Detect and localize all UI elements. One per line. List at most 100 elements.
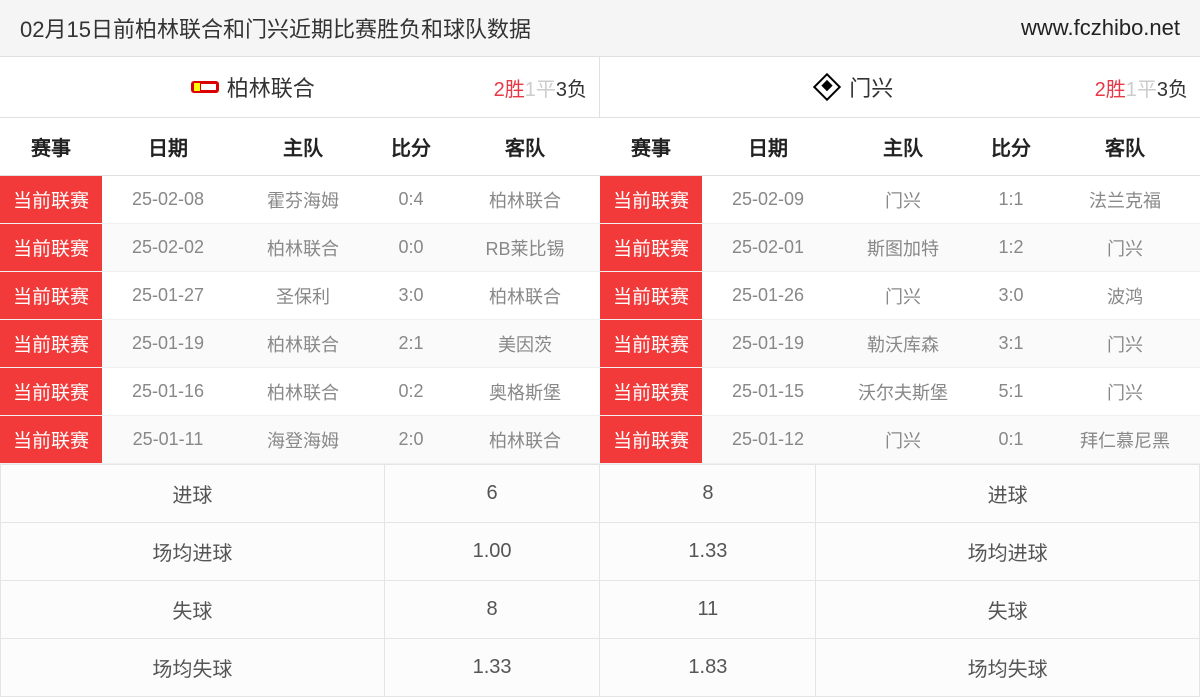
match-date: 25-01-11 [102,416,234,464]
col-home: 主队 [234,118,372,176]
stats-label-left: 场均进球 [1,523,385,581]
league-tag: 当前联赛 [0,272,102,319]
match-away: 柏林联合 [450,416,600,464]
stats-value-right: 1.33 [600,523,816,581]
col-away: 客队 [1050,118,1200,176]
match-away: 门兴 [1050,368,1200,416]
league-tag: 当前联赛 [0,176,102,223]
match-row: 当前联赛25-01-26门兴3:0波鸿 [600,272,1200,320]
match-date: 25-02-09 [702,176,834,224]
match-home: 斯图加特 [834,224,972,272]
match-score: 0:2 [372,368,450,416]
stats-value-left: 8 [384,581,600,639]
team-panel-left: 柏林联合 2胜1平3负 赛事 日期 主队 比分 客队 当前联赛25-02-08霍… [0,57,600,464]
league-tag: 当前联赛 [600,368,702,415]
match-away: 拜仁慕尼黑 [1050,416,1200,464]
match-away: 门兴 [1050,224,1200,272]
match-score: 2:1 [372,320,450,368]
match-header-row: 赛事 日期 主队 比分 客队 [0,118,600,176]
match-score: 3:0 [972,272,1050,320]
col-league: 赛事 [600,118,702,176]
team-header-right: 门兴 2胜1平3负 [600,57,1200,118]
match-home: 门兴 [834,272,972,320]
match-home: 沃尔夫斯堡 [834,368,972,416]
stats-row: 进球68进球 [1,465,1200,523]
match-row: 当前联赛25-01-12门兴0:1拜仁慕尼黑 [600,416,1200,464]
stats-label-right: 场均进球 [816,523,1200,581]
match-row: 当前联赛25-01-19勒沃库森3:1门兴 [600,320,1200,368]
stats-value-left: 1.33 [384,639,600,697]
match-date: 25-01-16 [102,368,234,416]
match-table-right: 赛事 日期 主队 比分 客队 当前联赛25-02-09门兴1:1法兰克福当前联赛… [600,118,1200,464]
match-date: 25-01-19 [702,320,834,368]
col-home: 主队 [834,118,972,176]
match-date: 25-02-02 [102,224,234,272]
stats-row: 场均进球1.001.33场均进球 [1,523,1200,581]
match-home: 门兴 [834,176,972,224]
stats-row: 场均失球1.331.83场均失球 [1,639,1200,697]
match-home: 海登海姆 [234,416,372,464]
stats-row: 失球811失球 [1,581,1200,639]
match-home: 勒沃库森 [834,320,972,368]
match-date: 25-01-26 [702,272,834,320]
match-away: 法兰克福 [1050,176,1200,224]
team-logo-union-icon [191,75,219,99]
col-date: 日期 [702,118,834,176]
stats-label-right: 失球 [816,581,1200,639]
league-tag: 当前联赛 [600,224,702,271]
match-date: 25-01-15 [702,368,834,416]
match-row: 当前联赛25-01-15沃尔夫斯堡5:1门兴 [600,368,1200,416]
stats-label-right: 场均失球 [816,639,1200,697]
stats-table: 进球68进球场均进球1.001.33场均进球失球811失球场均失球1.331.8… [0,464,1200,697]
league-tag: 当前联赛 [0,224,102,271]
stats-label-left: 场均失球 [1,639,385,697]
team-panel-right: 门兴 2胜1平3负 赛事 日期 主队 比分 客队 当前联赛25-02-09门兴1… [600,57,1200,464]
match-row: 当前联赛25-01-27圣保利3:0柏林联合 [0,272,600,320]
league-tag: 当前联赛 [600,272,702,319]
match-date: 25-01-19 [102,320,234,368]
stats-value-right: 8 [600,465,816,523]
teams-content: 柏林联合 2胜1平3负 赛事 日期 主队 比分 客队 当前联赛25-02-08霍… [0,57,1200,464]
match-date: 25-02-01 [702,224,834,272]
stats-label-left: 进球 [1,465,385,523]
match-row: 当前联赛25-02-08霍芬海姆0:4柏林联合 [0,176,600,224]
league-tag: 当前联赛 [0,416,102,463]
match-date: 25-02-08 [102,176,234,224]
stats-value-left: 6 [384,465,600,523]
match-score: 5:1 [972,368,1050,416]
league-tag: 当前联赛 [600,320,702,367]
col-league: 赛事 [0,118,102,176]
team-name-right: 门兴 [849,71,893,103]
col-score: 比分 [372,118,450,176]
match-row: 当前联赛25-02-02柏林联合0:0RB莱比锡 [0,224,600,272]
league-tag: 当前联赛 [0,320,102,367]
match-home: 柏林联合 [234,224,372,272]
match-row: 当前联赛25-02-01斯图加特1:2门兴 [600,224,1200,272]
match-date: 25-01-12 [702,416,834,464]
source-url: www.fczhibo.net [1021,15,1180,41]
match-row: 当前联赛25-01-16柏林联合0:2奥格斯堡 [0,368,600,416]
col-date: 日期 [102,118,234,176]
match-away: 门兴 [1050,320,1200,368]
team-record-left: 2胜1平3负 [494,73,587,102]
team-record-right: 2胜1平3负 [1095,73,1188,102]
team-name-left: 柏林联合 [227,71,315,103]
match-row: 当前联赛25-01-19柏林联合2:1美因茨 [0,320,600,368]
page-header: 02月15日前柏林联合和门兴近期比赛胜负和球队数据 www.fczhibo.ne… [0,0,1200,57]
page-title: 02月15日前柏林联合和门兴近期比赛胜负和球队数据 [20,12,531,44]
match-row: 当前联赛25-01-11海登海姆2:0柏林联合 [0,416,600,464]
match-date: 25-01-27 [102,272,234,320]
stats-value-right: 11 [600,581,816,639]
match-home: 门兴 [834,416,972,464]
col-score: 比分 [972,118,1050,176]
match-score: 2:0 [372,416,450,464]
match-home: 圣保利 [234,272,372,320]
match-score: 0:0 [372,224,450,272]
stats-label-right: 进球 [816,465,1200,523]
team-logo-diamond-icon [813,75,841,99]
match-away: 柏林联合 [450,272,600,320]
match-home: 柏林联合 [234,320,372,368]
league-tag: 当前联赛 [600,176,702,223]
col-away: 客队 [450,118,600,176]
league-tag: 当前联赛 [0,368,102,415]
